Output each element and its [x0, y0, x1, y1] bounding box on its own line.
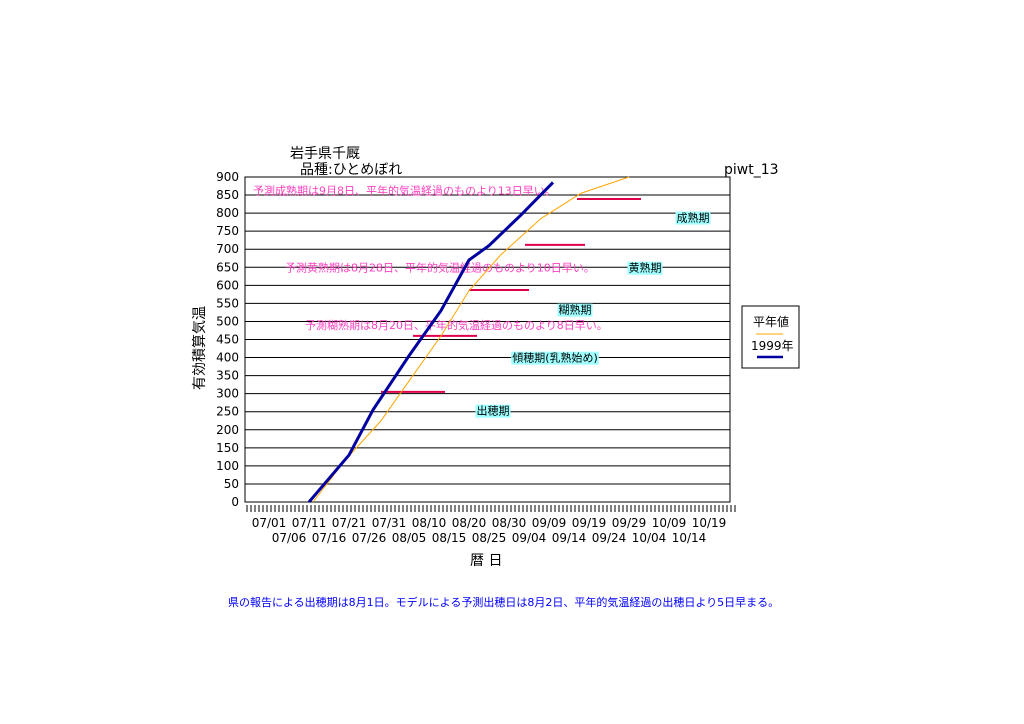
code-label: piwt_13 — [724, 162, 779, 178]
x-tick-label: 08/30 — [492, 516, 527, 530]
x-tick-label: 09/09 — [532, 516, 567, 530]
legend: 平年値 1999年 — [741, 305, 800, 369]
stage-label-bg — [675, 211, 711, 225]
y-tick-label: 50 — [224, 477, 239, 491]
chart-title: 岩手県千厩 — [290, 146, 360, 162]
stage-label: 黄熟期 — [629, 261, 662, 275]
x-tick-label: 09/19 — [572, 516, 607, 530]
y-tick-label: 250 — [216, 405, 239, 419]
y-tick-label: 500 — [216, 314, 239, 328]
y-tick-label: 300 — [216, 387, 239, 401]
x-tick-label: 08/20 — [452, 516, 487, 530]
x-axis-label: 暦 日 — [470, 553, 502, 569]
y-tick-label: 650 — [216, 260, 239, 274]
y-tick-label: 750 — [216, 224, 239, 238]
x-tick-label: 07/06 — [272, 531, 307, 545]
stage-label: 成熟期 — [677, 211, 710, 225]
y-axis-label: 有効積算気温 — [192, 306, 208, 390]
stage-label-bg — [511, 351, 599, 365]
stage-label: 糊熟期 — [559, 303, 592, 317]
x-tick-label: 07/26 — [352, 531, 387, 545]
y-tick-label: 450 — [216, 333, 239, 347]
x-tick-label: 10/14 — [672, 531, 707, 545]
x-tick-label: 08/15 — [432, 531, 467, 545]
chart-subtitle: 品種:ひとめぼれ — [300, 162, 402, 178]
x-tick-label: 07/01 — [252, 516, 287, 530]
x-tick-label: 10/04 — [632, 531, 667, 545]
prediction-annotation: 予測黄熟期は8月28日、平年的気温経過のものより10日早い。 — [285, 260, 595, 274]
x-tick-label: 07/31 — [372, 516, 407, 530]
x-tick-label: 07/11 — [292, 516, 327, 530]
y-tick-label: 800 — [216, 206, 239, 220]
stage-label: 傾穂期(乳熟始め) — [512, 351, 598, 365]
prediction-annotation: 予測糊熟期は8月20日、平年的気温経過のものより8日早い。 — [305, 318, 608, 332]
y-tick-label: 850 — [216, 188, 239, 202]
x-tick-label: 09/24 — [592, 531, 627, 545]
x-tick-label: 08/25 — [472, 531, 507, 545]
x-tick-label: 09/29 — [612, 516, 647, 530]
y-tick-label: 100 — [216, 459, 239, 473]
prediction-annotation: 予測成熟期は9月8日、平年的気温経過のものより13日早い。 — [253, 184, 556, 198]
x-tick-label: 09/14 — [552, 531, 587, 545]
x-tick-label: 07/16 — [312, 531, 347, 545]
y-tick-label: 200 — [216, 423, 239, 437]
x-tick-label: 09/04 — [512, 531, 547, 545]
stage-label-bg — [627, 261, 663, 275]
y-tick-label: 600 — [216, 278, 239, 292]
y-tick-label: 350 — [216, 369, 239, 383]
stage-label-bg — [475, 404, 511, 418]
x-tick-label: 08/05 — [392, 531, 427, 545]
y-tick-label: 550 — [216, 296, 239, 310]
y-tick-label: 900 — [216, 170, 239, 184]
x-tick-label: 10/19 — [692, 516, 727, 530]
y-tick-label: 0 — [231, 495, 239, 509]
y-tick-label: 700 — [216, 242, 239, 256]
y-tick-label: 150 — [216, 441, 239, 455]
legend-label-normal: 平年値 — [753, 314, 789, 329]
series-line-1999 — [307, 181, 555, 503]
y-tick-label: 400 — [216, 351, 239, 365]
footer-note: 県の報告による出穂期は8月1日。モデルによる予測出穂日は8月2日、平年的気温経過… — [228, 596, 780, 609]
series-line-normal — [312, 176, 630, 503]
x-tick-label: 08/10 — [412, 516, 447, 530]
stage-label: 出穂期 — [477, 404, 510, 418]
x-tick-label: 10/09 — [652, 516, 687, 530]
stage-label-bg — [557, 303, 593, 317]
x-tick-label: 07/21 — [332, 516, 367, 530]
legend-label-1999: 1999年 — [751, 339, 794, 353]
